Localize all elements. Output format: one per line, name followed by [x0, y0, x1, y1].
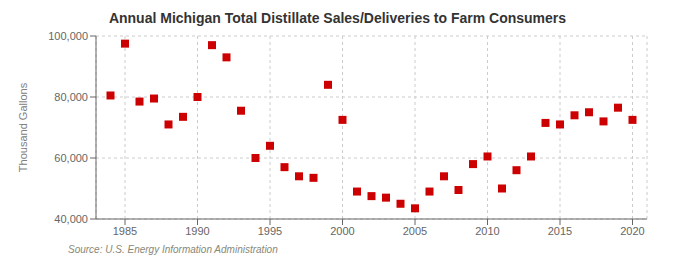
svg-text:80,000: 80,000	[54, 91, 88, 103]
svg-text:Thousand Gallons: Thousand Gallons	[17, 82, 29, 172]
svg-text:1990: 1990	[185, 225, 209, 237]
svg-text:1985: 1985	[113, 225, 137, 237]
svg-text:1995: 1995	[258, 225, 282, 237]
svg-text:2000: 2000	[330, 225, 354, 237]
svg-text:2005: 2005	[403, 225, 427, 237]
svg-text:100,000: 100,000	[48, 30, 88, 42]
svg-text:40,000: 40,000	[54, 213, 88, 225]
html-text:Source: U.S. Energy Informatio: Source: U.S. Energy Information Administ…	[68, 244, 278, 255]
svg-text:60,000: 60,000	[54, 152, 88, 164]
svg-text:2020: 2020	[620, 225, 644, 237]
svg-text:2010: 2010	[475, 225, 499, 237]
svg-text:2015: 2015	[548, 225, 572, 237]
html-text:Annual Michigan Total Distilla: Annual Michigan Total Distillate Sales/D…	[108, 10, 567, 26]
